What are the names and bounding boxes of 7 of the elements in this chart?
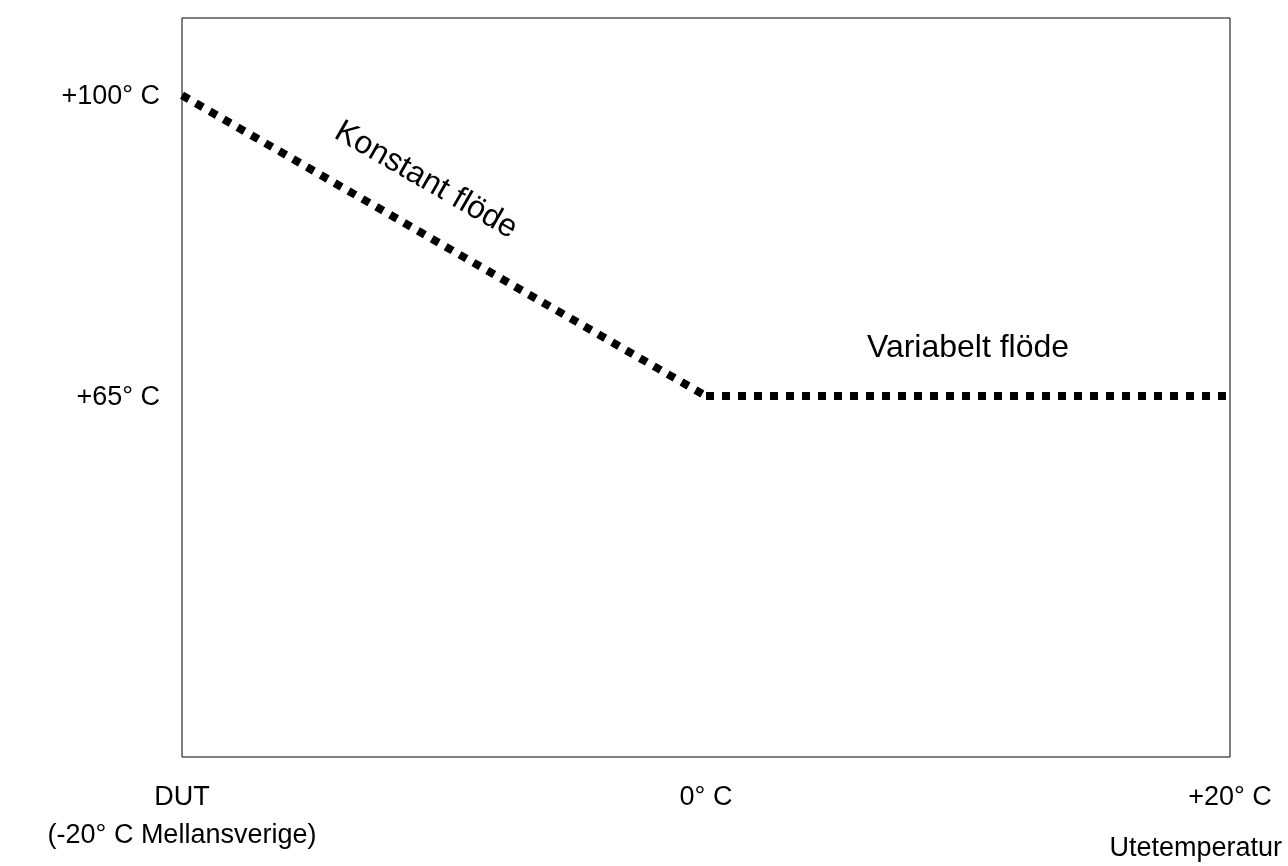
- y-tick-label: +100° C: [61, 80, 160, 111]
- x-tick-label: +20° C: [1188, 781, 1272, 811]
- x-tick-label: DUT (-20° C Mellansverige): [47, 781, 317, 849]
- series-label: Variabelt flöde: [866, 328, 1070, 365]
- x-axis-title: Utetemperatur: [1109, 831, 1283, 862]
- y-tick-label: +65° C: [76, 381, 160, 412]
- x-tick-label: 0° C: [679, 781, 733, 811]
